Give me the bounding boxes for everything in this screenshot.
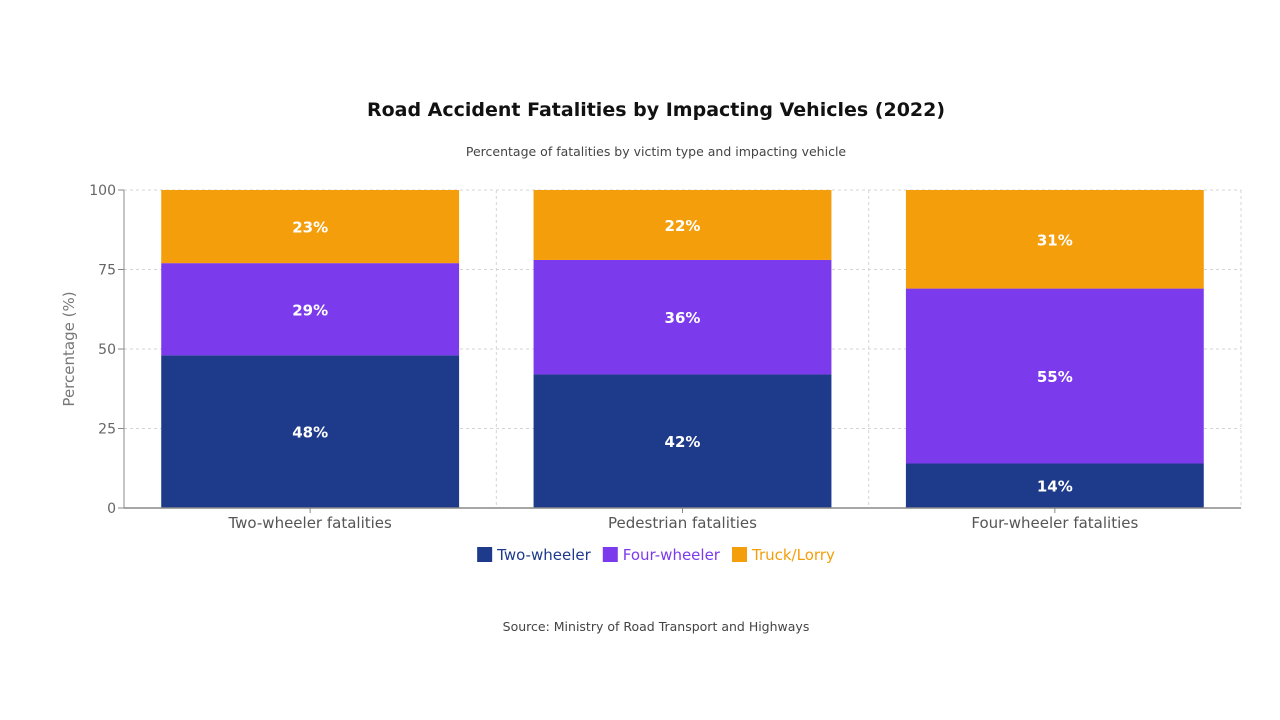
legend-item-truck-lorry[interactable]: Truck/Lorry — [731, 546, 835, 564]
data-label: 55% — [1037, 368, 1073, 386]
legend-swatch — [731, 547, 747, 562]
data-label: 36% — [665, 309, 701, 327]
data-label: 42% — [665, 433, 701, 451]
bar-four-wheeler-2[interactable] — [533, 259, 832, 375]
bar-two-wheeler-3[interactable] — [905, 463, 1204, 508]
legend-swatch — [602, 547, 618, 562]
data-label: 23% — [292, 219, 328, 237]
bar-two-wheeler-2[interactable] — [533, 374, 832, 508]
chart-subtitle: Percentage of fatalities by victim type … — [466, 144, 847, 159]
y-axis-label: Percentage (%) — [60, 291, 78, 406]
bar-truck-lorry-2[interactable] — [533, 190, 832, 260]
y-tick-label: 75 — [98, 263, 116, 279]
bar-four-wheeler-1[interactable] — [161, 263, 460, 356]
data-label: 48% — [292, 424, 328, 442]
x-category-label: Two-wheeler fatalities — [227, 514, 392, 532]
y-tick-label: 100 — [89, 183, 116, 199]
legend-label: Two-wheeler — [496, 546, 591, 564]
legend-label: Four-wheeler — [623, 546, 721, 564]
data-label: 31% — [1037, 231, 1073, 249]
legend-item-four-wheeler[interactable]: Four-wheeler — [602, 546, 721, 564]
legend-label: Truck/Lorry — [751, 546, 835, 564]
bar-four-wheeler-3[interactable] — [905, 288, 1204, 464]
bar-truck-lorry-3[interactable] — [905, 190, 1204, 289]
source-note: Source: Ministry of Road Transport and H… — [503, 619, 810, 634]
data-label: 22% — [665, 217, 701, 235]
legend-swatch — [477, 547, 493, 562]
axes: 0 25 50 75 100 Two-wheeler fatalities Pedestri… — [89, 183, 1241, 532]
y-tick-label: 25 — [98, 422, 116, 438]
y-tick-label: 50 — [98, 342, 116, 358]
bar-two-wheeler-1[interactable] — [161, 355, 460, 508]
data-label: 29% — [292, 301, 328, 319]
bar-truck-lorry-1[interactable] — [161, 190, 460, 264]
data-label: 14% — [1037, 478, 1073, 496]
x-category-label: Pedestrian fatalities — [608, 514, 757, 532]
legend: Two-wheeler Four-wheeler Truck/Lorry — [477, 546, 835, 564]
y-tick-label: 0 — [107, 501, 116, 517]
chart-title: Road Accident Fatalities by Impacting Ve… — [367, 99, 945, 121]
bars: 48% 29% 23% 42% 36% 22% 14% 55% 31% — [161, 190, 1204, 508]
x-category-label: Four-wheeler fatalities — [971, 514, 1138, 532]
legend-item-two-wheeler[interactable]: Two-wheeler — [477, 546, 592, 564]
